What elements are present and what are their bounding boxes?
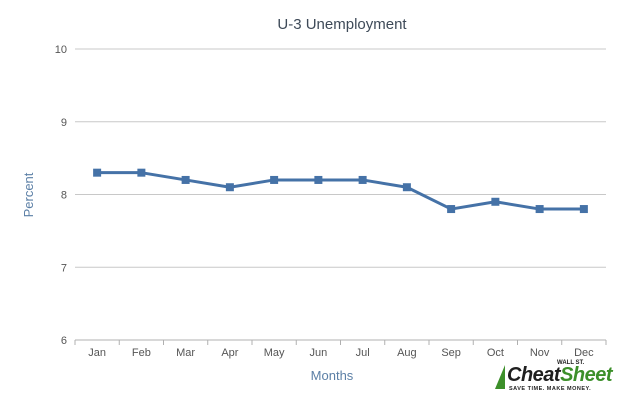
x-tick-label: May (264, 347, 285, 359)
data-point (270, 175, 279, 184)
x-tick-label: Dec (574, 347, 594, 359)
logo-tagline: SAVE TIME. MAKE MONEY. (509, 386, 592, 392)
y-axis-label: Percent (21, 172, 36, 217)
y-tick-label: 7 (61, 262, 67, 274)
x-tick-label: Nov (530, 347, 550, 359)
chart-title: U-3 Unemployment (277, 16, 407, 33)
logo-mark-icon (495, 365, 505, 389)
x-tick-label: Jul (356, 347, 370, 359)
data-point (535, 205, 544, 214)
series-layer (93, 168, 588, 214)
x-axis-label: Months (311, 368, 354, 383)
logo-word-b: Sheet (560, 364, 613, 386)
y-tick-label: 6 (61, 335, 67, 347)
x-tick-label: Mar (176, 347, 195, 359)
gridlines (75, 48, 606, 341)
x-tick-label: Oct (487, 347, 504, 359)
data-point (402, 183, 411, 192)
x-tick-label: Jan (88, 347, 106, 359)
x-axis-ticks: Jan Feb Mar Apr May Jun Jul Aug Sep Oct Nov Dec (74, 340, 607, 359)
x-tick-label: Sep (441, 347, 461, 359)
logo-word-a: Cheat (507, 364, 561, 386)
data-point (579, 205, 588, 214)
data-point (314, 175, 323, 184)
data-point (447, 205, 456, 214)
y-tick-label: 9 (61, 117, 67, 129)
data-point (491, 197, 500, 206)
data-point (137, 168, 146, 177)
logo-top-text: WALL ST. (557, 360, 585, 366)
y-axis-ticks: 6 7 8 9 10 (55, 44, 67, 347)
y-tick-label: 8 (61, 190, 67, 202)
x-tick-label: Jun (310, 347, 328, 359)
x-tick-label: Feb (132, 347, 151, 359)
data-point (181, 175, 190, 184)
cheatsheet-logo: WALL ST. CheatSheet SAVE TIME. MAKE MONE… (495, 360, 615, 396)
logo-wordmark: CheatSheet (507, 364, 613, 387)
x-tick-label: Aug (397, 347, 417, 359)
x-tick-label: Apr (221, 347, 238, 359)
y-tick-label: 10 (55, 44, 67, 56)
data-point (225, 183, 234, 192)
series-line (97, 171, 584, 211)
data-point (358, 175, 367, 184)
data-point (93, 168, 102, 177)
